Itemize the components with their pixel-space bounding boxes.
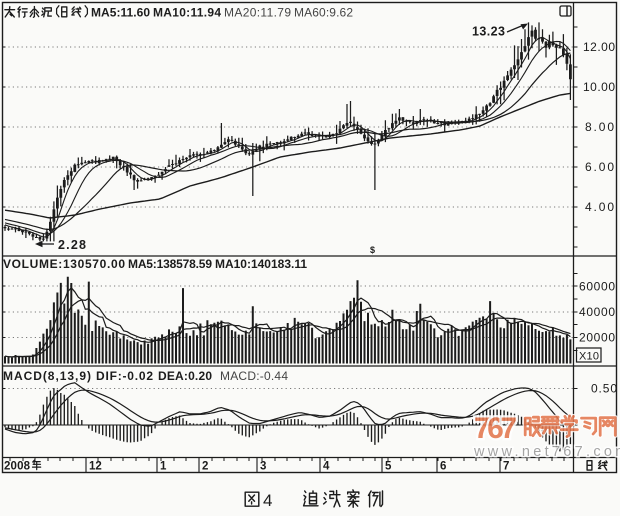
- svg-text:MA20:11.79: MA20:11.79: [224, 6, 291, 20]
- svg-text:40000: 40000: [579, 305, 615, 319]
- svg-text:2: 2: [202, 461, 208, 473]
- svg-text:4.00: 4.00: [585, 200, 614, 214]
- svg-text:12: 12: [89, 461, 102, 473]
- svg-text:3: 3: [260, 461, 266, 473]
- svg-text:4: 4: [263, 491, 272, 510]
- svg-text:MA60:9.62: MA60:9.62: [294, 6, 353, 20]
- svg-text:20000: 20000: [579, 331, 615, 345]
- svg-text:6: 6: [440, 461, 446, 473]
- svg-text:DIF:-0.02: DIF:-0.02: [96, 369, 153, 383]
- svg-text:7: 7: [503, 461, 509, 473]
- svg-text:2008: 2008: [4, 461, 31, 473]
- svg-text:$: $: [370, 245, 375, 255]
- svg-text:MA5:138578.59: MA5:138578.59: [128, 257, 212, 271]
- svg-text:12.00: 12.00: [583, 40, 615, 54]
- svg-text:www.net767.com: www.net767.com: [473, 444, 620, 460]
- svg-text:1: 1: [160, 461, 167, 473]
- svg-text:MA10:140183.11: MA10:140183.11: [215, 257, 307, 271]
- svg-text:MACD:-0.44: MACD:-0.44: [220, 369, 288, 383]
- svg-text:767: 767: [474, 412, 517, 445]
- svg-text:VOLUME:130570.00: VOLUME:130570.00: [3, 257, 125, 271]
- svg-text:10.00: 10.00: [583, 80, 615, 94]
- svg-text:MACD(8,13,9): MACD(8,13,9): [3, 369, 91, 383]
- svg-text:DEA:0.20: DEA:0.20: [158, 369, 212, 383]
- svg-text:13.23: 13.23: [472, 25, 505, 39]
- svg-text:6.00: 6.00: [585, 160, 614, 174]
- svg-text:4: 4: [323, 461, 330, 473]
- svg-text:2.28: 2.28: [58, 238, 86, 252]
- svg-text:8.00: 8.00: [585, 120, 614, 134]
- svg-text:60000: 60000: [579, 280, 615, 294]
- svg-text:X10: X10: [579, 351, 599, 363]
- svg-text:MA10:11.94: MA10:11.94: [153, 6, 221, 20]
- svg-text:0.50: 0.50: [591, 382, 617, 396]
- svg-text:5: 5: [385, 461, 392, 473]
- svg-text:MA5:11.60: MA5:11.60: [91, 6, 150, 20]
